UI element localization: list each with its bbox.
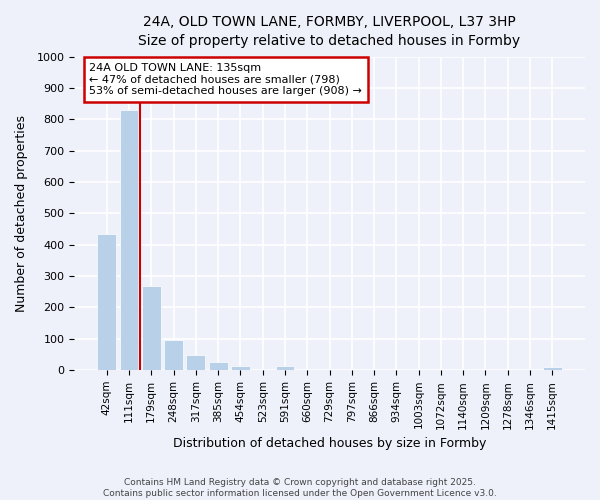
X-axis label: Distribution of detached houses by size in Formby: Distribution of detached houses by size … bbox=[173, 437, 486, 450]
Bar bbox=[164, 340, 183, 370]
Bar bbox=[275, 366, 295, 370]
Text: 24A OLD TOWN LANE: 135sqm
← 47% of detached houses are smaller (798)
53% of semi: 24A OLD TOWN LANE: 135sqm ← 47% of detac… bbox=[89, 63, 362, 96]
Bar bbox=[142, 286, 161, 370]
Title: 24A, OLD TOWN LANE, FORMBY, LIVERPOOL, L37 3HP
Size of property relative to deta: 24A, OLD TOWN LANE, FORMBY, LIVERPOOL, L… bbox=[139, 15, 521, 48]
Bar bbox=[97, 234, 116, 370]
Text: Contains HM Land Registry data © Crown copyright and database right 2025.
Contai: Contains HM Land Registry data © Crown c… bbox=[103, 478, 497, 498]
Bar bbox=[231, 366, 250, 370]
Bar bbox=[209, 362, 227, 370]
Bar bbox=[543, 367, 562, 370]
Bar bbox=[187, 355, 205, 370]
Bar bbox=[119, 110, 139, 370]
Y-axis label: Number of detached properties: Number of detached properties bbox=[15, 115, 28, 312]
